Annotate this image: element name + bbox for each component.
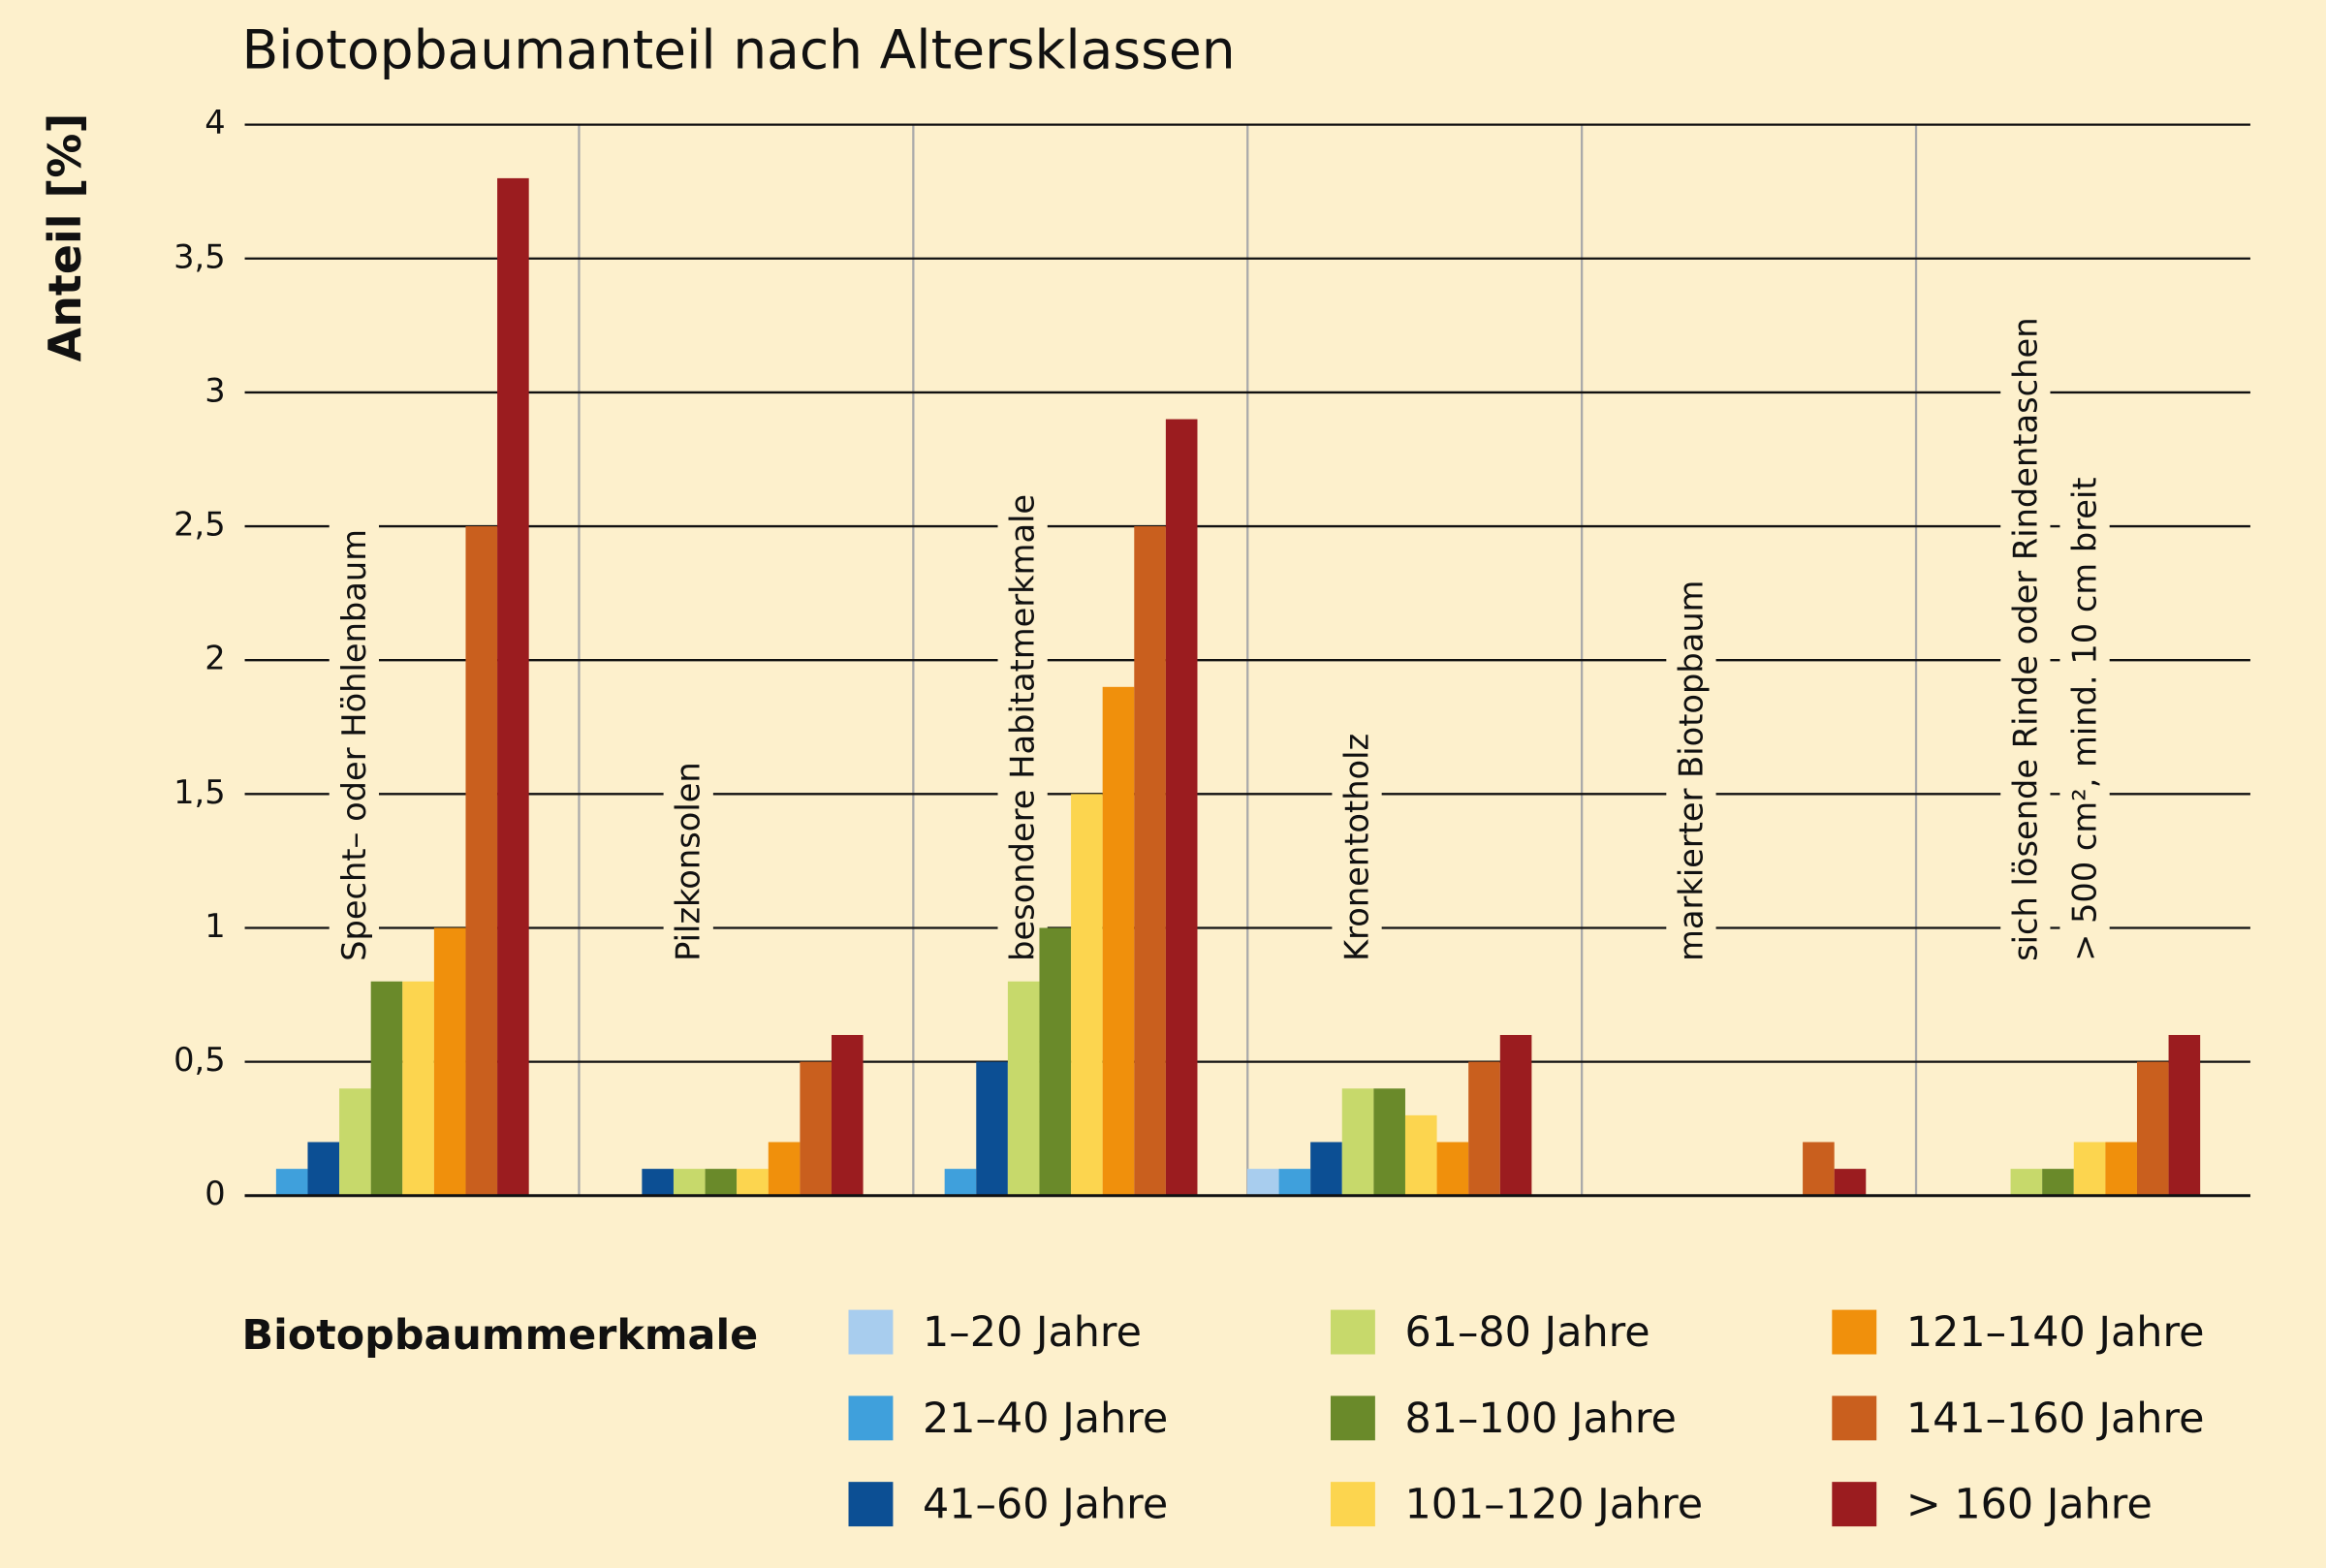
y-tick-label: 1 xyxy=(204,907,225,945)
bar xyxy=(1499,1034,1532,1196)
legend-swatch xyxy=(848,1309,894,1355)
label-background xyxy=(1332,721,1382,974)
chart-title: Biotopbaumanteil nach Altersklassen xyxy=(241,18,1235,80)
bar xyxy=(1468,1061,1500,1196)
legend-swatch xyxy=(848,1396,894,1441)
category-label-group: > 500 cm², mind. 10 cm breit xyxy=(2059,465,2110,974)
bar xyxy=(1165,419,1198,1196)
bar xyxy=(1071,794,1103,1196)
legend-label: > 160 Jahre xyxy=(1906,1481,2153,1529)
bar xyxy=(2010,1169,2043,1196)
category-label-group: besondere Habitatmerkmale xyxy=(997,482,1048,974)
bar xyxy=(2073,1142,2106,1196)
bar xyxy=(944,1169,977,1196)
bar xyxy=(1246,1169,1279,1196)
label-background xyxy=(329,517,379,974)
legend-title: Biotopbaummerkmale xyxy=(241,1311,758,1360)
label-background xyxy=(2059,465,2110,974)
category-label: sich lösende Rinde oder Rindentaschen xyxy=(2006,317,2044,960)
bar xyxy=(1134,526,1166,1196)
label-background xyxy=(2000,305,2051,974)
y-tick-label: 0 xyxy=(204,1175,225,1212)
bar xyxy=(2136,1061,2169,1196)
bar xyxy=(1310,1142,1342,1196)
legend-swatch xyxy=(1832,1309,1877,1355)
bar xyxy=(307,1142,340,1196)
y-axis-title: Anteil [%] xyxy=(39,113,91,362)
bar xyxy=(1803,1142,1835,1196)
label-background xyxy=(1666,568,1716,974)
y-tick-label: 2 xyxy=(204,640,225,677)
bar xyxy=(1039,927,1072,1196)
y-tick-label: 3 xyxy=(204,371,225,409)
bar xyxy=(275,1169,308,1196)
y-tick-label: 2,5 xyxy=(173,506,226,544)
bar xyxy=(402,981,434,1196)
bar xyxy=(1341,1088,1374,1196)
bar xyxy=(831,1034,864,1196)
bar xyxy=(339,1088,371,1196)
bar xyxy=(465,526,498,1196)
bar xyxy=(1102,686,1135,1196)
legend-label: 141–160 Jahre xyxy=(1906,1395,2205,1443)
bar xyxy=(1278,1169,1311,1196)
legend-label: 41–60 Jahre xyxy=(923,1481,1168,1529)
bar xyxy=(2168,1034,2201,1196)
category-label: Specht– oder Höhlenbaum xyxy=(335,529,373,961)
legend-label: 101–120 Jahre xyxy=(1404,1481,1703,1529)
legend-swatch xyxy=(1832,1396,1877,1441)
legend-swatch xyxy=(1330,1482,1375,1527)
legend-label: 1–20 Jahre xyxy=(923,1308,1142,1357)
y-tick-label: 1,5 xyxy=(173,773,226,811)
category-label: > 500 cm², mind. 10 cm breit xyxy=(2066,477,2104,960)
legend-swatch xyxy=(848,1482,894,1527)
legend-swatch xyxy=(1330,1396,1375,1441)
legend-label: 81–100 Jahre xyxy=(1404,1395,1676,1443)
bar xyxy=(800,1061,832,1196)
bar xyxy=(1404,1114,1437,1196)
legend-swatch xyxy=(1330,1309,1375,1355)
bar xyxy=(642,1169,674,1196)
category-label-group: sich lösende Rinde oder Rindentaschen xyxy=(2000,305,2051,974)
bar xyxy=(1834,1169,1867,1196)
y-tick-label: 0,5 xyxy=(173,1041,226,1079)
bar xyxy=(2105,1142,2137,1196)
bar xyxy=(673,1169,706,1196)
bar xyxy=(705,1169,738,1196)
category-label: Kronentotholz xyxy=(1338,734,1376,961)
legend-label: 121–140 Jahre xyxy=(1906,1308,2205,1357)
category-label: markierter Biotopbaum xyxy=(1672,580,1710,961)
bar xyxy=(768,1142,801,1196)
bar xyxy=(370,981,403,1196)
bar xyxy=(1007,981,1040,1196)
category-label: besondere Habitatmerkmale xyxy=(1004,494,1042,961)
bar xyxy=(1373,1088,1405,1196)
category-label-group: Specht– oder Höhlenbaum xyxy=(329,517,379,974)
legend-label: 61–80 Jahre xyxy=(1404,1308,1650,1357)
bar xyxy=(976,1061,1008,1196)
y-tick-label: 4 xyxy=(204,104,225,141)
label-background xyxy=(663,750,713,974)
legend-label: 21–40 Jahre xyxy=(923,1395,1168,1443)
category-label-group: Kronentotholz xyxy=(1332,721,1382,974)
category-label-group: markierter Biotopbaum xyxy=(1666,568,1716,974)
bar xyxy=(497,177,529,1196)
category-label: Pilzkonsolen xyxy=(670,762,707,961)
bar xyxy=(737,1169,769,1196)
legend-swatch xyxy=(1832,1482,1877,1527)
bar xyxy=(433,927,466,1196)
label-background xyxy=(997,482,1048,974)
category-label-group: Pilzkonsolen xyxy=(663,750,713,974)
bar xyxy=(2042,1169,2074,1196)
bar xyxy=(1436,1142,1469,1196)
y-tick-label: 3,5 xyxy=(173,237,226,275)
